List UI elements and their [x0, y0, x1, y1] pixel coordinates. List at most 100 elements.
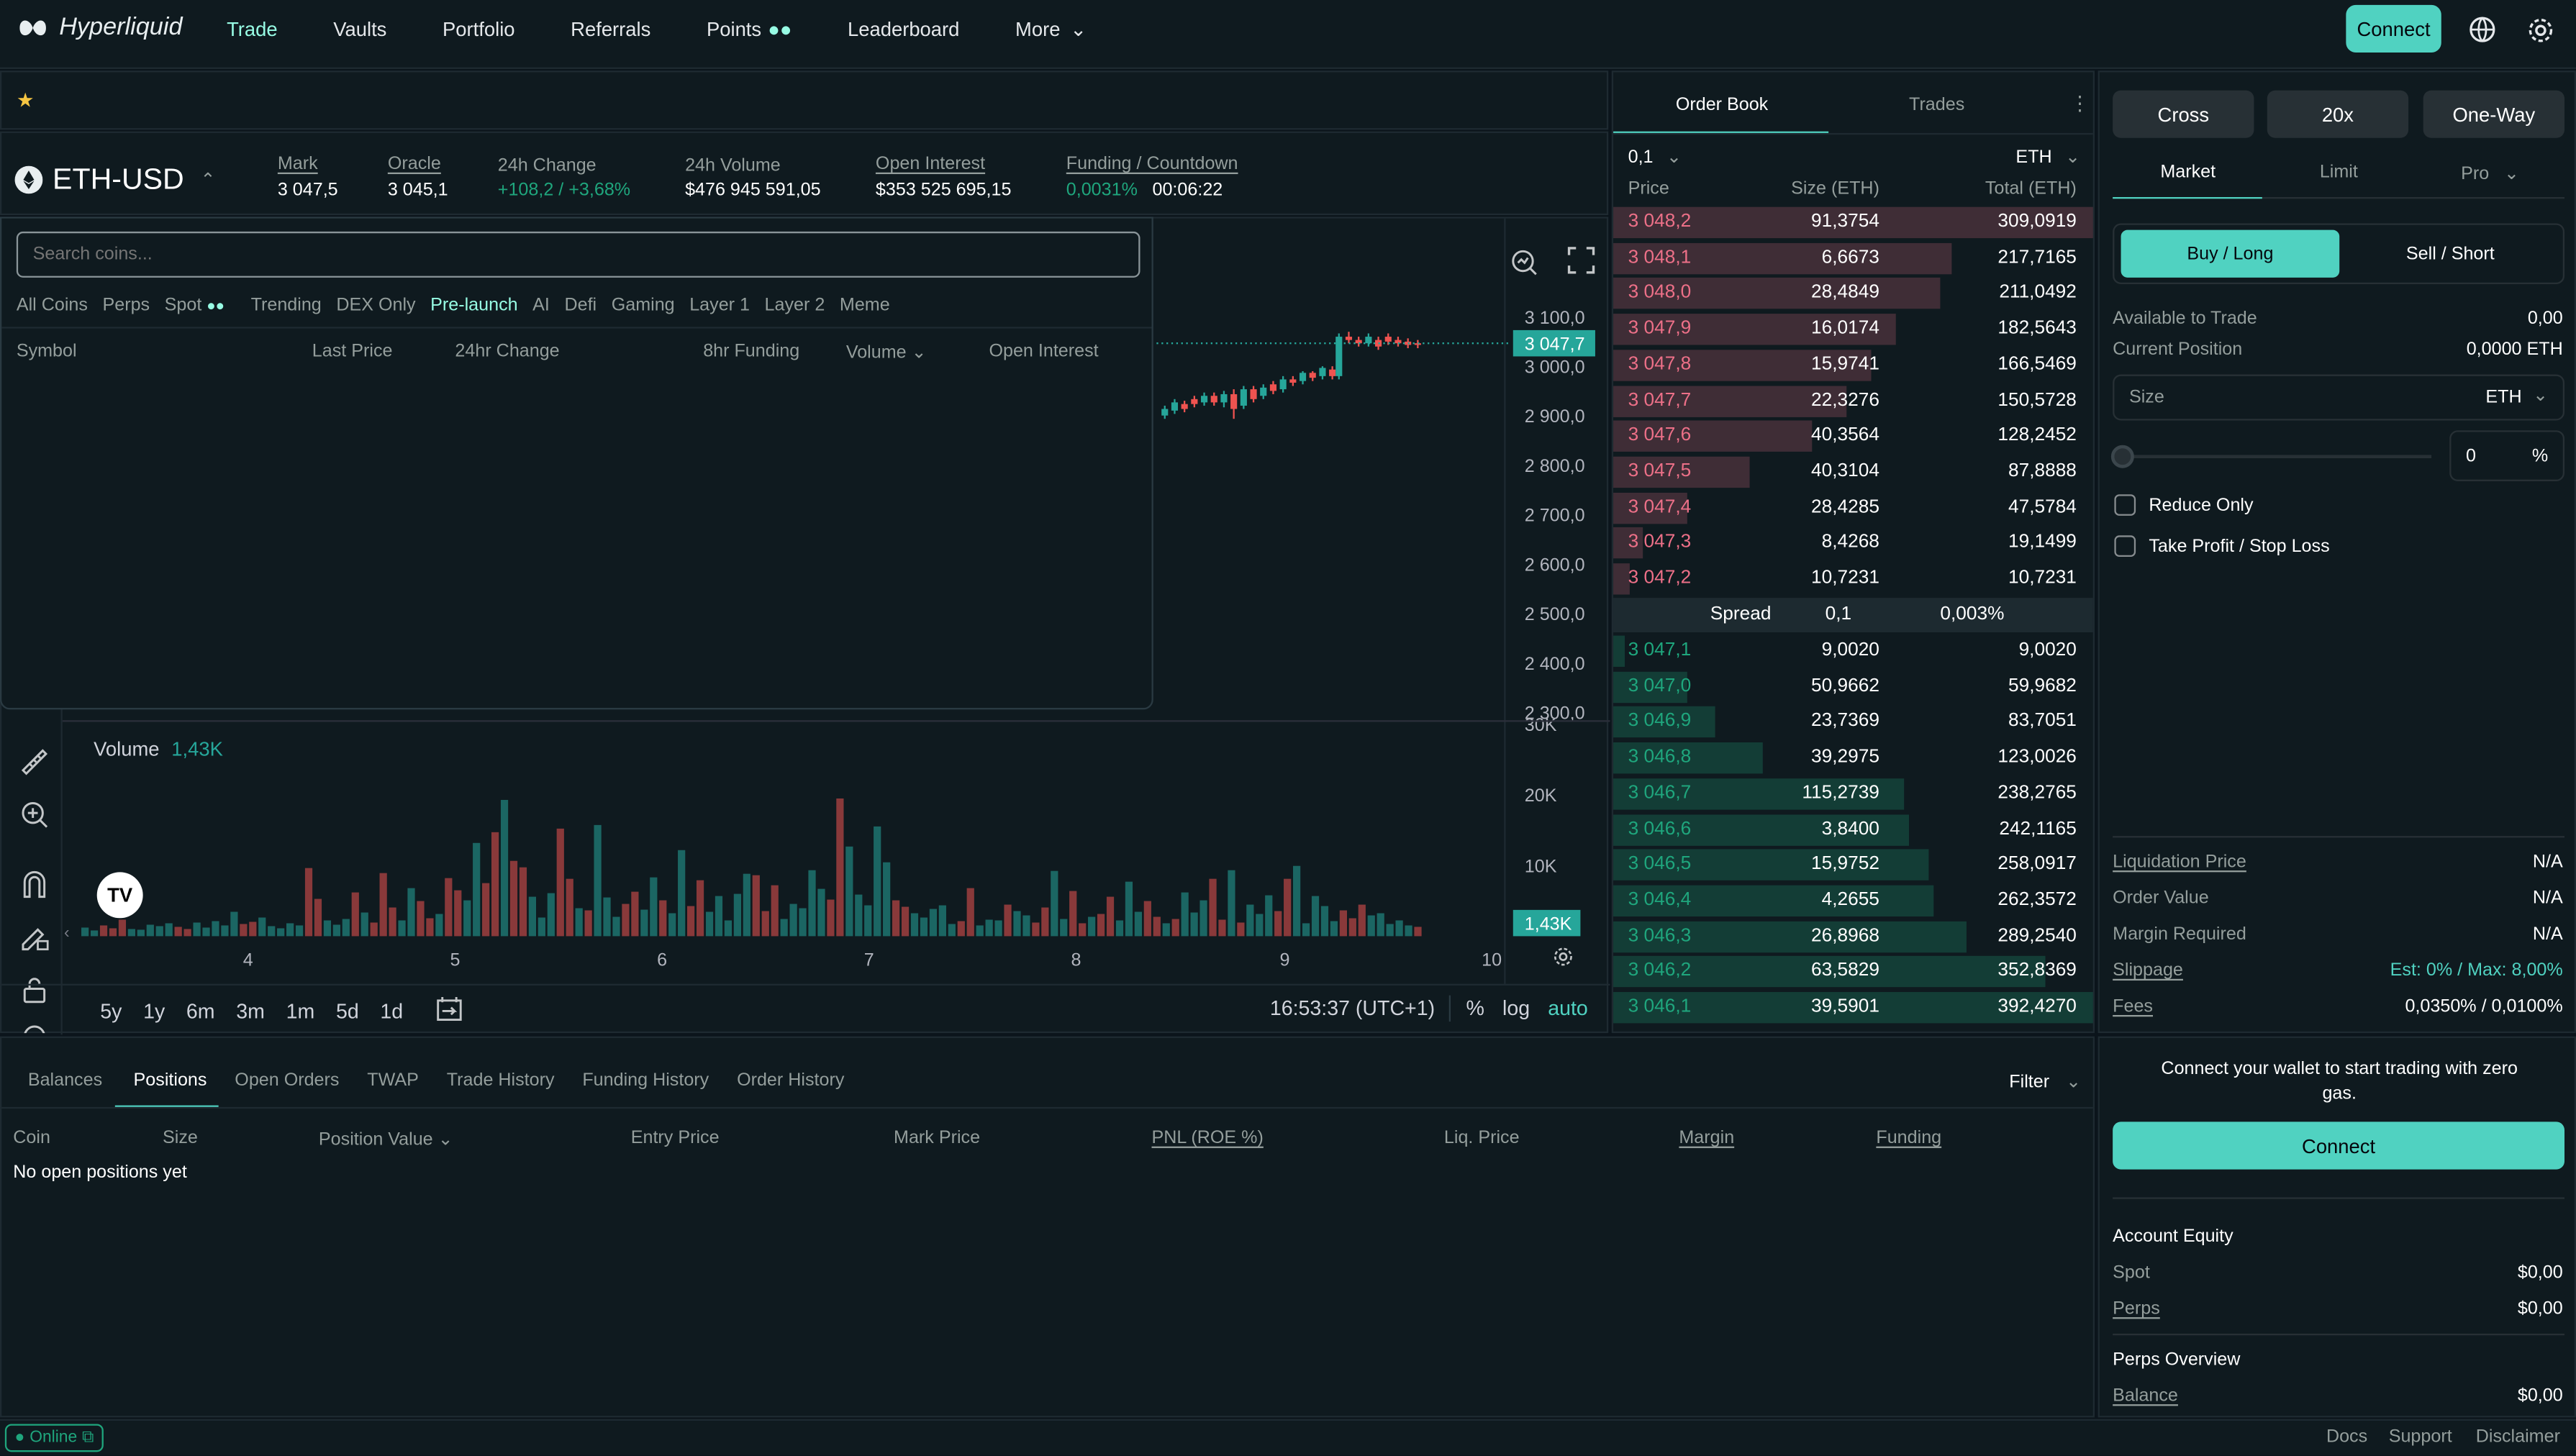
order-tab-pro[interactable]: Pro ⌄ [2461, 163, 2519, 183]
gear-icon[interactable] [2523, 13, 2557, 46]
size-input[interactable]: Size ETH ⌄ [2113, 374, 2565, 421]
bid-row[interactable]: 3 046,2 63,5829 352,8369 [1613, 955, 2093, 989]
footer-support-link[interactable]: Support [2388, 1427, 2452, 1447]
ask-row[interactable]: 3 048,2 91,3754 309,0919 [1613, 205, 2093, 240]
leverage-button[interactable]: 20x [2267, 90, 2409, 138]
tab-twap[interactable]: TWAP [367, 1070, 419, 1091]
log-scale-toggle[interactable]: log [1502, 996, 1530, 1020]
range-5y[interactable]: 5y [100, 1000, 122, 1024]
col-volume[interactable]: Volume ⌄ [846, 342, 927, 363]
bid-row[interactable]: 3 047,1 9,0020 9,0020 [1613, 634, 2093, 668]
nav-leaderboard[interactable]: Leaderboard [848, 18, 960, 42]
tab-funding-history[interactable]: Funding History [582, 1070, 709, 1091]
filter-layer-2[interactable]: Layer 2 [764, 295, 825, 316]
filter-ai[interactable]: AI [532, 295, 550, 316]
kebab-menu-icon[interactable]: ⋮ [2069, 91, 2090, 115]
tick-size-select[interactable]: 0,1 ⌄ [1628, 146, 1682, 167]
scroll-left-icon[interactable]: ‹ [64, 924, 70, 943]
col-last-price[interactable]: Last Price [312, 341, 393, 362]
bid-row[interactable]: 3 046,3 26,8968 289,2540 [1613, 919, 2093, 954]
bid-row[interactable]: 3 046,7 115,2739 238,2765 [1613, 776, 2093, 811]
order-tab-market[interactable]: Market [2160, 163, 2216, 183]
perps-label[interactable]: Perps [2113, 1298, 2160, 1319]
col-position-value[interactable]: Position Value ⌄ [319, 1129, 453, 1150]
nav-portfolio[interactable]: Portfolio [443, 18, 515, 42]
bid-row[interactable]: 3 046,5 15,9752 258,0917 [1613, 848, 2093, 883]
filter-dropdown[interactable]: Filter ⌄ [2009, 1071, 2081, 1092]
indicator-icon[interactable] [1510, 246, 1539, 281]
coin-search-input[interactable] [16, 231, 1140, 278]
bid-row[interactable]: 3 046,4 4,2655 262,3572 [1613, 883, 2093, 918]
price-chart[interactable]: 3 100,0 3 000,0 2 900,0 2 800,0 2 700,0 2 600… [1, 218, 1610, 1035]
buy-long-button[interactable]: Buy / Long [2121, 229, 2340, 278]
slippage-label[interactable]: Slippage [2113, 960, 2183, 981]
sell-short-button[interactable]: Sell / Short [2405, 244, 2495, 264]
auto-scale-toggle[interactable]: auto [1548, 996, 1588, 1020]
unit-select[interactable]: ETH ⌄ [2015, 146, 2080, 167]
bid-row[interactable]: 3 046,6 3,8400 242,1165 [1613, 812, 2093, 847]
col-open-interest[interactable]: Open Interest [989, 341, 1099, 362]
tpsl-checkbox[interactable]: Take Profit / Stop Loss [2114, 535, 2330, 557]
ask-row[interactable]: 3 047,3 8,4268 19,1499 [1613, 526, 2093, 560]
order-tab-limit[interactable]: Limit [2319, 163, 2358, 183]
range-1m[interactable]: 1m [286, 1000, 315, 1024]
ask-row[interactable]: 3 048,1 6,6673 217,7165 [1613, 241, 2093, 276]
col-8hr-funding[interactable]: 8hr Funding [703, 341, 800, 362]
col-funding[interactable]: Funding [1876, 1128, 1942, 1148]
header-connect-button[interactable]: Connect [2346, 4, 2441, 53]
range-1d[interactable]: 1d [380, 1000, 404, 1024]
nav-trade[interactable]: Trade [227, 18, 278, 42]
fees-label[interactable]: Fees [2113, 996, 2154, 1017]
market-selector[interactable]: ETH-USD ⌃ [14, 163, 216, 197]
margin-mode-cross-button[interactable]: Cross [2113, 90, 2254, 138]
ask-row[interactable]: 3 047,5 40,3104 87,8888 [1613, 455, 2093, 489]
stat-label[interactable]: Mark [277, 154, 318, 175]
date-range-icon[interactable] [436, 996, 464, 1029]
filter-meme[interactable]: Meme [839, 295, 890, 316]
size-slider-handle[interactable] [2110, 445, 2134, 468]
filter-spot[interactable]: Spot ●● [165, 296, 225, 315]
stat-label[interactable]: Funding / Countdown [1066, 154, 1238, 175]
range-5d[interactable]: 5d [335, 1000, 359, 1024]
bid-row[interactable]: 3 046,8 39,2975 123,0026 [1613, 741, 2093, 775]
col-symbol[interactable]: Symbol [16, 341, 77, 362]
tab-positions[interactable]: Positions [133, 1070, 207, 1091]
filter-layer-1[interactable]: Layer 1 [689, 295, 750, 316]
size-percent-input[interactable]: 0 % [2449, 430, 2565, 481]
tab-order-book[interactable]: Order Book [1675, 95, 1769, 115]
col-margin[interactable]: Margin [1679, 1128, 1735, 1148]
footer-docs-link[interactable]: Docs [2326, 1427, 2368, 1447]
ask-row[interactable]: 3 047,9 16,0174 182,5643 [1613, 312, 2093, 347]
balance-label[interactable]: Balance [2113, 1386, 2178, 1406]
online-status[interactable]: ● Online ⧉ [4, 1424, 104, 1452]
tab-open-orders[interactable]: Open Orders [235, 1070, 340, 1091]
star-icon[interactable]: ★ [16, 88, 35, 112]
bid-row[interactable]: 3 046,1 39,5901 392,4270 [1613, 991, 2093, 1025]
range-1y[interactable]: 1y [143, 1000, 165, 1024]
tradingview-logo[interactable]: TV [96, 872, 143, 919]
magnet-icon[interactable] [18, 869, 51, 907]
position-mode-button[interactable]: One-Way [2423, 90, 2565, 138]
ask-row[interactable]: 3 048,0 28,4849 211,0492 [1613, 276, 2093, 311]
nav-more[interactable]: More ⌄ [1015, 18, 1087, 41]
ask-row[interactable]: 3 047,7 22,3276 150,5728 [1613, 383, 2093, 418]
filter-dex-only[interactable]: DEX Only [336, 295, 416, 316]
eye-icon[interactable] [18, 1020, 51, 1034]
filter-all-coins[interactable]: All Coins [16, 295, 88, 316]
globe-icon[interactable] [2466, 13, 2499, 46]
filter-trending[interactable]: Trending [250, 295, 322, 316]
col-pnl[interactable]: PNL (ROE %) [1151, 1128, 1264, 1148]
footer-disclaimer-link[interactable]: Disclaimer [2475, 1427, 2560, 1447]
fullscreen-icon[interactable] [1567, 246, 1595, 279]
filter-gaming[interactable]: Gaming [611, 295, 675, 316]
stat-label[interactable]: Open Interest [875, 154, 986, 175]
range-6m[interactable]: 6m [186, 1000, 215, 1024]
unlock-icon[interactable] [18, 974, 51, 1012]
pencil-lock-icon[interactable] [18, 920, 51, 958]
tab-balances[interactable]: Balances [27, 1070, 103, 1091]
bid-row[interactable]: 3 047,0 50,9662 59,9682 [1613, 670, 2093, 704]
filter-defi[interactable]: Defi [564, 295, 597, 316]
range-3m[interactable]: 3m [236, 1000, 265, 1024]
tab-trade-history[interactable]: Trade History [446, 1070, 555, 1091]
ask-row[interactable]: 3 047,6 40,3564 128,2452 [1613, 419, 2093, 454]
